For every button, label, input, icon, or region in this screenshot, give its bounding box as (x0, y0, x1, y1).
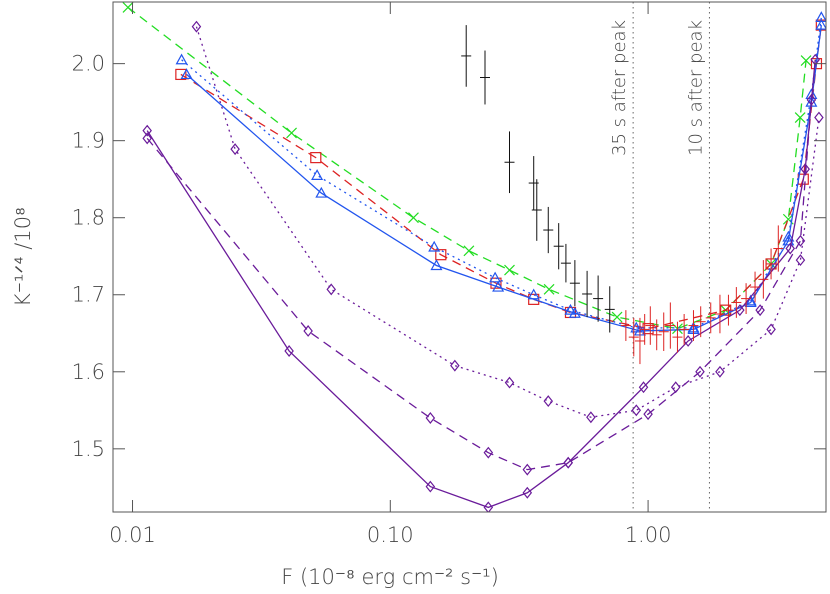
marker (735, 304, 745, 317)
marker (425, 412, 436, 424)
marker (142, 124, 152, 137)
marker (175, 53, 188, 65)
marker (483, 446, 494, 459)
y-tick-label: 1.7 (72, 283, 105, 307)
marker (631, 404, 642, 417)
marker (408, 212, 419, 224)
x-tick-label: 0.01 (109, 523, 156, 547)
marker (543, 283, 555, 295)
marker (180, 68, 193, 80)
y-tick-label: 1.9 (72, 129, 105, 153)
marker (425, 480, 436, 493)
marker (489, 271, 502, 283)
marker (522, 486, 533, 499)
marker (670, 381, 681, 394)
marker (611, 311, 623, 323)
y-tick-label: 1.5 (72, 437, 105, 461)
marker (755, 304, 765, 317)
marker (284, 345, 294, 357)
marker (543, 395, 554, 408)
x-axis-label: F (10⁻⁸ erg cm⁻² s⁻¹) (281, 565, 499, 589)
marker (303, 324, 313, 337)
annotation-text: 35 s after peak (609, 20, 630, 156)
marker (326, 283, 336, 296)
marker (794, 112, 806, 123)
marker (815, 18, 826, 30)
marker (586, 411, 596, 424)
marker (564, 303, 577, 315)
x-tick-label: 1.00 (625, 523, 672, 547)
marker (310, 152, 322, 164)
marker (428, 240, 441, 252)
marker (463, 245, 475, 257)
marker (435, 249, 447, 261)
marker (528, 293, 540, 305)
marker (311, 169, 324, 180)
marker (142, 132, 152, 145)
plot-area (122, 2, 826, 512)
marker (450, 359, 460, 372)
marker (286, 127, 297, 139)
marker (795, 234, 806, 247)
plot-frame (112, 1, 827, 513)
marker (643, 408, 653, 421)
marker (810, 53, 820, 66)
series-line (181, 17, 822, 329)
marker (230, 143, 240, 156)
marker (175, 68, 187, 81)
x-tick-label: 0.10 (367, 523, 414, 547)
marker (315, 186, 328, 198)
y-tick-label: 2.0 (72, 52, 105, 76)
marker (814, 111, 824, 124)
marker (800, 55, 812, 66)
marker (642, 323, 654, 335)
annotation-text: 10 s after peak (685, 20, 706, 156)
marker (563, 456, 573, 469)
marker (522, 463, 533, 476)
marker (492, 280, 505, 292)
series-line (146, 59, 816, 509)
y-axis-label: K⁻¹ᐟ⁴ /10⁸ (11, 207, 35, 307)
marker (430, 259, 443, 271)
marker (638, 381, 649, 394)
y-tick-label: 1.8 (72, 206, 105, 230)
marker (483, 501, 494, 512)
marker (785, 242, 796, 255)
marker (782, 234, 795, 246)
series-line (186, 25, 822, 332)
marker (568, 307, 581, 318)
marker (695, 365, 705, 378)
marker (744, 296, 757, 308)
marker (766, 323, 776, 336)
marker (122, 2, 134, 13)
marker (191, 20, 202, 33)
marker (715, 365, 725, 378)
marker (795, 254, 806, 267)
marker (806, 93, 817, 106)
marker (815, 11, 826, 23)
marker (504, 376, 515, 389)
series-line (195, 26, 820, 418)
marker (683, 335, 693, 347)
series-line (146, 99, 813, 471)
y-tick-label: 1.6 (72, 360, 105, 384)
marker (504, 264, 515, 276)
